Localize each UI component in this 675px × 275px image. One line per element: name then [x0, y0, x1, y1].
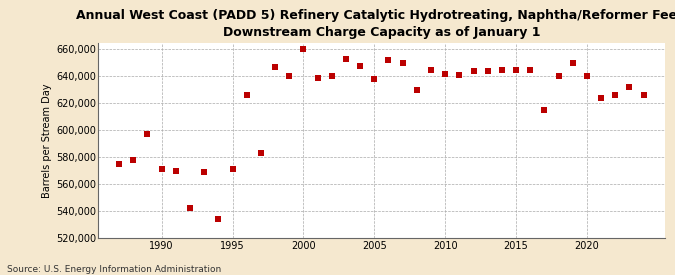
Point — [638, 93, 649, 97]
Point — [213, 217, 223, 221]
Point — [411, 87, 423, 92]
Point — [510, 67, 521, 72]
Point — [284, 74, 294, 78]
Point — [227, 167, 238, 171]
Text: Source: U.S. Energy Information Administration: Source: U.S. Energy Information Administ… — [7, 265, 221, 274]
Point — [185, 206, 196, 210]
Point — [496, 67, 507, 72]
Point — [567, 60, 578, 65]
Point — [327, 74, 338, 78]
Point — [454, 73, 465, 77]
Point — [369, 77, 379, 81]
Point — [383, 58, 394, 62]
Point — [425, 67, 436, 72]
Point — [340, 57, 351, 61]
Point — [354, 63, 365, 68]
Point — [554, 74, 564, 78]
Point — [171, 168, 182, 173]
Point — [539, 108, 550, 112]
Point — [114, 162, 125, 166]
Point — [256, 151, 267, 155]
Point — [398, 60, 408, 65]
Point — [581, 74, 592, 78]
Title: Annual West Coast (PADD 5) Refinery Catalytic Hydrotreating, Naphtha/Reformer Fe: Annual West Coast (PADD 5) Refinery Cata… — [76, 9, 675, 39]
Point — [525, 67, 536, 72]
Point — [128, 158, 139, 162]
Point — [242, 93, 252, 97]
Point — [624, 85, 634, 89]
Point — [482, 69, 493, 73]
Point — [298, 47, 308, 51]
Point — [156, 167, 167, 171]
Point — [468, 69, 479, 73]
Point — [142, 132, 153, 136]
Point — [439, 72, 450, 76]
Point — [198, 170, 209, 174]
Point — [596, 96, 607, 100]
Point — [313, 75, 323, 80]
Y-axis label: Barrels per Stream Day: Barrels per Stream Day — [43, 83, 52, 197]
Point — [610, 93, 621, 97]
Point — [269, 65, 281, 69]
